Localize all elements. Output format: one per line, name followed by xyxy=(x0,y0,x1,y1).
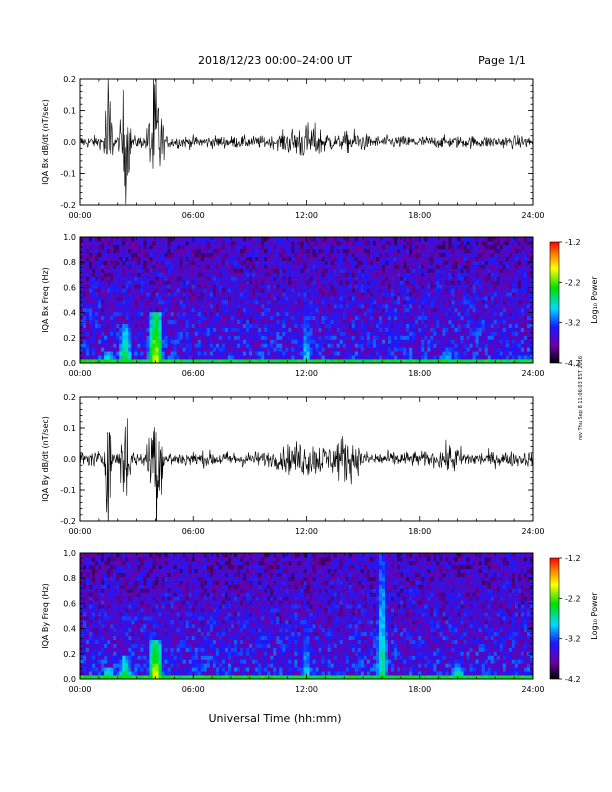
y-tick-label: 0.1 xyxy=(63,424,76,433)
colorbar-tick-label: -3.2 xyxy=(565,319,581,328)
colorbar-tick-label: -1.2 xyxy=(565,238,581,247)
y-tick-label: 1.0 xyxy=(63,233,76,242)
panel-2: -1.2 -2.2 -3.2 -4.2 Log₁₀ Power 1.0 0.8 0.6 0.4 0… xyxy=(41,233,599,378)
y-tick-label: 0.0 xyxy=(63,138,76,147)
colorbar-tick-label: -3.2 xyxy=(565,635,581,644)
y-tick-label: -0.2 xyxy=(60,517,76,526)
panel-4: -1.2 -2.2 -3.2 -4.2 Log₁₀ Power 1.0 0.8 0.6 0.4 0… xyxy=(41,549,599,694)
x-tick-label: 06:00 xyxy=(182,211,205,220)
x-tick-label: 06:00 xyxy=(182,685,205,694)
y-tick-label: 1.0 xyxy=(63,549,76,558)
colorbar-tick-label: -1.2 xyxy=(565,554,581,563)
x-tick-label: 24:00 xyxy=(521,685,544,694)
x-tick-label: 12:00 xyxy=(295,369,318,378)
x-tick-label: 00:00 xyxy=(68,369,91,378)
x-tick-label: 24:00 xyxy=(521,369,544,378)
y-tick-label: -0.2 xyxy=(60,201,76,210)
page-number: Page 1/1 xyxy=(478,54,526,67)
y-tick-label: 0.6 xyxy=(63,599,76,608)
x-tick-label: 18:00 xyxy=(408,685,431,694)
y-tick-label: 0.2 xyxy=(63,393,76,402)
x-tick-label: 18:00 xyxy=(408,527,431,536)
colorbar: -1.2 -2.2 -3.2 -4.2 Log₁₀ Power xyxy=(549,554,599,684)
x-tick-label: 12:00 xyxy=(295,211,318,220)
colorbar-tick-label: -4.2 xyxy=(565,675,581,684)
x-tick-label: 00:00 xyxy=(68,685,91,694)
y-tick-label: 0.2 xyxy=(63,75,76,84)
x-tick-label: 24:00 xyxy=(521,211,544,220)
revision-note: rev Thu Sep 8 11:06:03 EST 2016 xyxy=(578,356,584,440)
y-tick-label: -0.1 xyxy=(60,486,76,495)
y-tick-label: 0.4 xyxy=(63,309,76,318)
colorbar-tick-label: -2.2 xyxy=(565,594,581,603)
x-tick-label: 24:00 xyxy=(521,527,544,536)
spectrogram-cells xyxy=(80,237,534,364)
y-axis-label: IQA By dB/dt (nT/sec) xyxy=(41,416,50,502)
y-axis-label: IQA Bx Freq (Hz) xyxy=(41,267,50,333)
x-tick-label: 18:00 xyxy=(408,369,431,378)
x-tick-label: 00:00 xyxy=(68,211,91,220)
x-tick-label: 00:00 xyxy=(68,527,91,536)
y-axis-label: IQA Bx dB/dt (nT/sec) xyxy=(41,99,50,185)
y-tick-label: 0.0 xyxy=(63,359,76,368)
y-tick-label: 0.8 xyxy=(63,574,76,583)
y-tick-label: 0.1 xyxy=(63,107,76,116)
x-tick-label: 06:00 xyxy=(182,527,205,536)
x-tick-label: 12:00 xyxy=(295,685,318,694)
y-axis-label: IQA By Freq (Hz) xyxy=(41,583,50,649)
waveform-series-line xyxy=(80,79,533,205)
y-tick-label: 0.0 xyxy=(63,455,76,464)
colorbar-tick-label: -2.2 xyxy=(565,278,581,287)
panel-3: 0.2 0.1 0.0 -0.1 -0.200:00 06:00 12:00 18:00 24:… xyxy=(41,393,545,536)
colorbar-tick-label: -4.2 xyxy=(565,359,581,368)
colorbar-label: Log₁₀ Power xyxy=(590,592,599,640)
y-tick-label: 0.2 xyxy=(63,334,76,343)
x-tick-label: 18:00 xyxy=(408,211,431,220)
waveform-series-line xyxy=(80,418,533,521)
x-tick-label: 06:00 xyxy=(182,369,205,378)
y-tick-label: 0.4 xyxy=(63,625,76,634)
colorbar-label: Log₁₀ Power xyxy=(590,276,599,324)
x-tick-label: 12:00 xyxy=(295,527,318,536)
y-tick-label: 0.6 xyxy=(63,283,76,292)
y-tick-label: 0.8 xyxy=(63,258,76,267)
x-axis-label: Universal Time (hh:mm) xyxy=(209,712,342,725)
panel-1: 0.2 0.1 0.0 -0.1 -0.200:00 06:00 12:00 18:00 24:… xyxy=(41,75,545,220)
y-tick-label: 0.2 xyxy=(63,650,76,659)
spectrogram-cells xyxy=(80,553,534,680)
figure-title: 2018/12/23 00:00–24:00 UT xyxy=(198,54,352,67)
y-tick-label: -0.1 xyxy=(60,170,76,179)
y-tick-label: 0.0 xyxy=(63,675,76,684)
colorbar: -1.2 -2.2 -3.2 -4.2 Log₁₀ Power xyxy=(549,238,599,368)
